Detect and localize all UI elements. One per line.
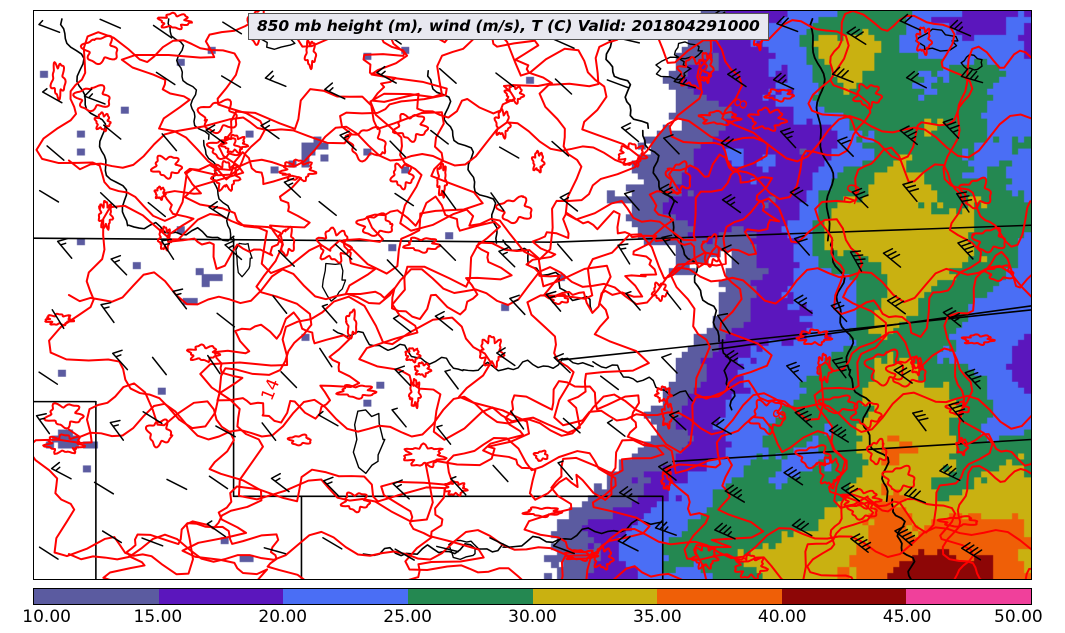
colorbar-segment-20-25 xyxy=(283,589,408,604)
colorbar-segment-40-45 xyxy=(781,589,907,604)
plot-title: 850 mb height (m), wind (m/s), T (C) Val… xyxy=(248,13,769,40)
colorbar-segment-15-20 xyxy=(158,589,284,604)
colorbar-segment-25-30 xyxy=(407,589,533,604)
colorbar-tick-10.00: 10.00 xyxy=(22,607,71,627)
colorbar-tick-25.00: 25.00 xyxy=(383,607,432,627)
colorbar-tick-45.00: 45.00 xyxy=(882,607,932,627)
colorbar-segment-30-35 xyxy=(532,589,658,604)
colorbar-tick-30.00: 30.00 xyxy=(508,607,557,627)
colorbar-segment-10-15 xyxy=(34,589,159,604)
contour-label-10: 10 xyxy=(839,181,865,208)
wind-barbs xyxy=(35,11,984,561)
colorbar-tick-40.00: 40.00 xyxy=(757,607,807,627)
colorbar-segment-45-50 xyxy=(906,589,1031,604)
colorbar-tick-50.00: 50.00 xyxy=(994,607,1043,627)
contour-label-8: 8 xyxy=(730,95,752,112)
contour-label-14: 14 xyxy=(257,376,284,403)
colorbar-tick-15.00: 15.00 xyxy=(133,607,183,627)
colorbar xyxy=(33,588,1032,605)
colorbar-segment-35-40 xyxy=(657,589,782,604)
colorbar-tick-20.00: 20.00 xyxy=(258,607,308,627)
colorbar-tick-labels: 10.00 15.00 20.00 25.00 30.00 35.00 40.00 45.00… xyxy=(22,607,1042,631)
map-plot-area: 8 10 14 8 xyxy=(33,10,1032,580)
colorbar-tick-35.00: 35.00 xyxy=(633,607,682,627)
height-contours xyxy=(34,11,1031,579)
